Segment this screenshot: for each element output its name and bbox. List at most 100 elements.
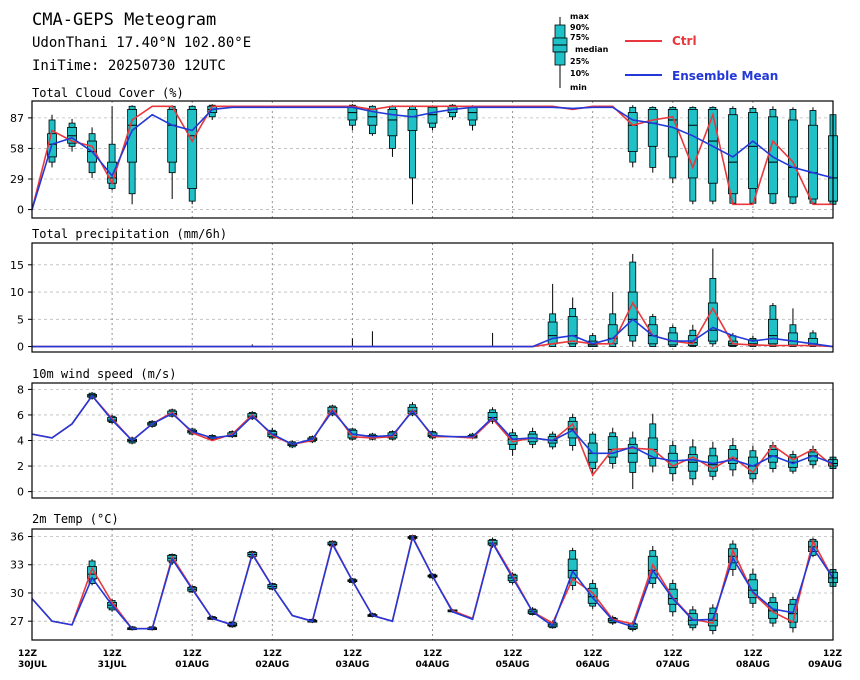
x-tick-time: 12Z (343, 649, 363, 659)
box-inner (627, 291, 638, 337)
y-tick-label: 0 (17, 486, 24, 499)
x-tick-time: 12Z (743, 649, 763, 659)
box-inner (167, 109, 178, 163)
box-inner (407, 109, 418, 131)
y-tick-label: 30 (10, 587, 24, 600)
ensemble-box (627, 431, 638, 490)
ensemble-box (808, 107, 818, 205)
ensemble-mean-line (31, 535, 834, 630)
box-inner (748, 112, 758, 189)
x-tick-time: 12Z (423, 649, 443, 659)
time-axis: 12Z30JUL12Z31JUL12Z01AUG12Z02AUG12Z03AUG… (18, 649, 842, 670)
box-inner (607, 436, 618, 458)
ensemble-box (687, 439, 698, 486)
panel-frame (31, 528, 834, 641)
ensemble-box (627, 253, 638, 347)
legend-box-label: 10% (570, 69, 589, 78)
panel-1: Total Cloud Cover (%) 0 29 58 87 (10, 86, 838, 219)
ensemble-box (748, 106, 758, 205)
box-inner (768, 318, 778, 345)
box-inner (687, 109, 698, 179)
ensemble-mean-line (32, 318, 834, 348)
legend-box-label: 25% (570, 57, 589, 66)
ensemble-box (788, 107, 798, 205)
ensemble-box (687, 106, 698, 205)
chart-title: CMA-GEPS Meteogram (32, 10, 216, 30)
panel-title: 10m wind speed (m/s) (32, 367, 177, 381)
legend-box-lower (554, 51, 566, 66)
x-tick-time: 12Z (663, 649, 683, 659)
ensemble-box (407, 105, 418, 205)
box-inner (647, 109, 658, 147)
box-inner (647, 437, 658, 459)
ensemble-box (67, 118, 77, 152)
location-label: UdonThani 17.40°N 102.80°E (32, 35, 251, 51)
box-inner (808, 124, 818, 200)
ensemble-box (707, 248, 718, 347)
ensemble-box (748, 568, 758, 609)
panel-frame (31, 382, 834, 499)
panel-2: Total precipitation (mm/6h) 0 5 10 15 (10, 227, 834, 354)
box-inner (667, 332, 678, 346)
ensemble-box (187, 105, 198, 205)
box-inner (467, 106, 478, 121)
x-tick-date: 04AUG (416, 660, 450, 670)
y-tick-label: 27 (10, 615, 24, 628)
ensemble-mean-line (31, 106, 834, 210)
ensemble-box (667, 324, 678, 347)
panel-4: 2m Temp (°C) 27 30 33 36 (10, 512, 838, 641)
ensemble-box (647, 413, 658, 473)
y-tick-label: 36 (10, 531, 24, 544)
box-inner (567, 316, 578, 345)
x-tick-date: 08AUG (736, 660, 770, 670)
box-inner (547, 321, 558, 345)
y-tick-label: 0 (17, 204, 24, 217)
x-tick-date: 05AUG (496, 660, 530, 670)
ctrl-line (31, 105, 833, 210)
y-tick-label: 87 (10, 112, 24, 125)
legend-box-upper (554, 24, 566, 39)
ensemble-box (567, 297, 578, 347)
box-inner (587, 587, 598, 604)
y-tick-label: 58 (10, 142, 24, 155)
y-tick-label: 29 (10, 173, 24, 186)
x-tick-date: 03AUG (335, 660, 369, 670)
ensemble-box (607, 427, 618, 469)
y-tick-label: 0 (17, 341, 24, 354)
panel-frame (31, 242, 834, 353)
ensemble-box (387, 105, 398, 157)
legend-box-label: 90% (570, 23, 589, 32)
x-tick-date: 30JUL (18, 660, 47, 670)
x-tick-time: 12Z (823, 649, 843, 659)
x-tick-time: 12Z (103, 649, 123, 659)
ensemble-box (367, 105, 378, 136)
x-tick-date: 31JUL (98, 660, 127, 670)
panel-frame (31, 100, 834, 219)
legend-box-label: median (575, 45, 609, 54)
panel-title: Total precipitation (mm/6h) (32, 227, 227, 241)
box-inner (67, 126, 77, 144)
panel-title: 2m Temp (°C) (32, 512, 119, 526)
box-inner (187, 109, 198, 189)
y-tick-label: 15 (10, 259, 24, 272)
x-tick-time: 12Z (18, 649, 38, 659)
y-tick-label: 8 (17, 383, 24, 396)
x-tick-time: 12Z (263, 649, 283, 659)
ctrl-legend-label: Ctrl (672, 34, 697, 48)
y-tick-label: 5 (17, 313, 24, 326)
legend-box-label: min (570, 83, 587, 92)
ensemble-box (647, 106, 658, 173)
ensemble-box (667, 106, 678, 184)
y-tick-label: 2 (17, 460, 24, 473)
ensemble-box (127, 105, 138, 205)
ensemble-box (707, 441, 718, 481)
ensemble-box (627, 105, 638, 168)
init-time-label: IniTime: 20250730 12UTC (32, 58, 226, 74)
y-tick-label: 6 (17, 409, 24, 422)
ensemble-box (427, 105, 438, 131)
mean-legend-label: Ensemble Mean (672, 69, 778, 83)
panel-3: 10m wind speed (m/s) 0 2 4 6 8 (17, 367, 838, 499)
legend: max 90%75% median 25% 10% min Ctrl Ensemble M… (552, 12, 778, 92)
